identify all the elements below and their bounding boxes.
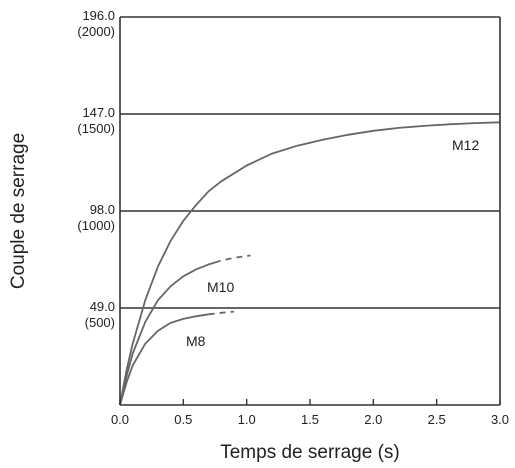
- x-tick-label: 0.5: [174, 412, 192, 427]
- series-dash-m10: [214, 254, 251, 264]
- y-tick-label: 49.0: [90, 299, 115, 314]
- axes: [119, 17, 501, 406]
- series-lines: [119, 121, 501, 406]
- series-dash-m8: [208, 310, 235, 316]
- x-tick-label: 0.0: [111, 412, 129, 427]
- x-tick-label: 1.5: [301, 412, 319, 427]
- y-tick-sublabel: (1000): [77, 218, 115, 233]
- series-line-m12: [119, 121, 501, 406]
- x-tick-label: 2.0: [364, 412, 382, 427]
- gridlines: [120, 16, 500, 309]
- y-tick-label: 196.0: [82, 8, 115, 23]
- y-tick-label: 98.0: [90, 202, 115, 217]
- x-tick-label: 3.0: [491, 412, 509, 427]
- series-line-m8: [119, 313, 209, 406]
- y-tick-label: 147.0: [82, 105, 115, 120]
- x-tick-label: 1.0: [238, 412, 256, 427]
- x-axis-title: Temps de serrage (s): [220, 442, 400, 463]
- y-tick-sublabel: (2000): [77, 24, 115, 39]
- series-label-m8: M8: [186, 333, 206, 349]
- y-tick-sublabel: (500): [85, 315, 115, 330]
- x-tick-label: 2.5: [428, 412, 446, 427]
- labels: 196.0(2000) 147.0(1500) 98.0(1000) 49.0(500…: [77, 8, 509, 427]
- series-label-m10: M10: [207, 279, 234, 295]
- series-line-m10: [119, 261, 216, 406]
- y-tick-sublabel: (1500): [77, 121, 115, 136]
- y-axis-title: Couple de serrage: [8, 133, 29, 289]
- series-label-m12: M12: [452, 137, 479, 153]
